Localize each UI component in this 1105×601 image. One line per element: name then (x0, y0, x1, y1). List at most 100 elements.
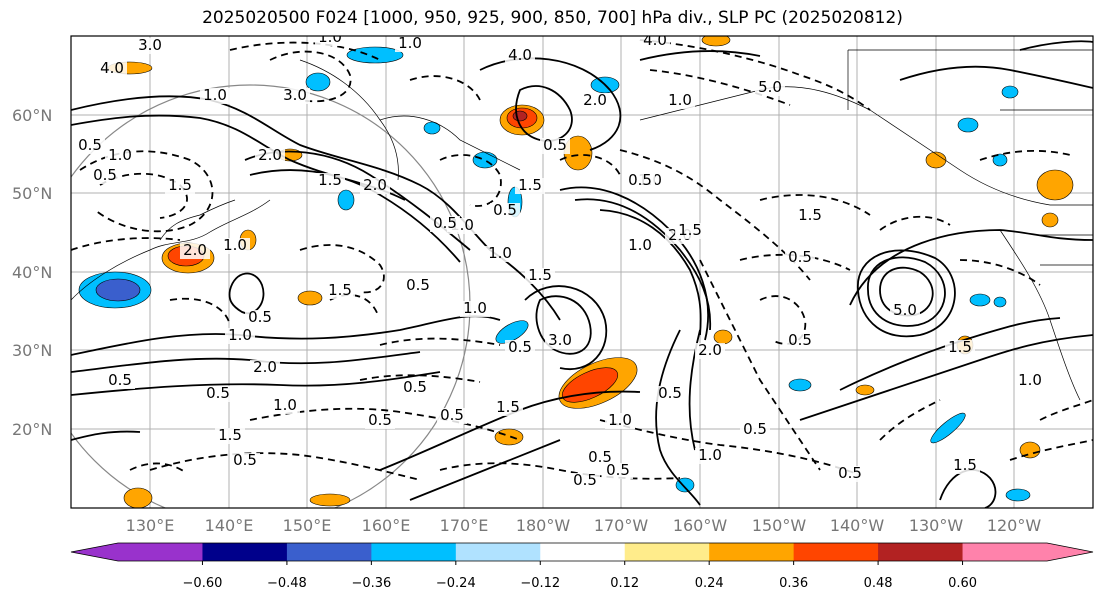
contour-label: 2.0 (258, 146, 282, 164)
contour-label: 4.0 (643, 31, 667, 49)
contour-label-bg (90, 168, 120, 184)
contour-label: 2.0 (583, 91, 607, 109)
divergence-blob (993, 296, 1007, 308)
contour-label: 1.0 (203, 86, 227, 104)
contour-label: 0.5 (93, 166, 117, 184)
divergence-blob (969, 293, 991, 307)
contour-label: 1.5 (496, 398, 520, 416)
contour-label: 0.5 (658, 384, 682, 402)
divergence-blob (855, 384, 875, 396)
contour-label: 2.0 (253, 358, 277, 376)
contour-label: 4.0 (508, 46, 532, 64)
contour-label-bg (315, 36, 345, 46)
contour-label: 1.0 (398, 34, 422, 52)
divergence-blob (297, 290, 323, 306)
contour-label-bg (603, 463, 633, 479)
contour-label: 1.5 (528, 266, 552, 284)
contour-label: 1.5 (168, 176, 192, 194)
contour-label-bg (325, 283, 355, 299)
colorbar-tick-label: −0.60 (183, 576, 223, 591)
lat-label: 50°N (12, 184, 52, 203)
divergence-blob (1019, 441, 1041, 459)
contour-label-bg (97, 61, 127, 77)
divergence-blob (305, 72, 331, 92)
divergence-blob (337, 189, 355, 211)
contour-label-bg (585, 450, 615, 466)
contour-label: 1.5 (518, 176, 542, 194)
dashed-contours (71, 39, 1093, 481)
divergence-blob (957, 117, 979, 133)
contour-label: 1.5 (953, 456, 977, 474)
contour-label: 1.0 (228, 326, 252, 344)
contour-label-bg (655, 386, 685, 402)
divergence-blob (788, 378, 812, 392)
contour-label-bg (625, 173, 655, 189)
colorbar-tick-label: 0.48 (864, 576, 893, 591)
contour-label-bg (540, 138, 570, 154)
contour-label: 5.0 (758, 78, 782, 96)
contour-label-bg (835, 466, 865, 482)
contour-label: 3.0 (283, 86, 307, 104)
lon-label: 180°W (516, 516, 571, 535)
divergence-blob (930, 412, 966, 444)
contour-label: 0.5 (838, 464, 862, 482)
lon-label: 140°W (830, 516, 885, 535)
contour-label: 1.0 (668, 91, 692, 109)
contour-label: 1.5 (218, 426, 242, 444)
contour-label-bg (360, 178, 390, 194)
lat-label: 20°N (12, 420, 52, 439)
divergence-blob (494, 428, 524, 446)
contour-label: 0.5 (743, 420, 767, 438)
map-title: 2025020500 F024 [1000, 950, 925, 900, 85… (202, 8, 903, 28)
lon-label: 150°W (752, 516, 807, 535)
divergence-blob (346, 46, 404, 64)
divergence-blob (95, 278, 141, 302)
contour-label-bg (105, 148, 135, 164)
map-frame (70, 35, 1094, 509)
contour-label: 3.0 (138, 36, 162, 54)
colorbar-tick-label: 0.60 (948, 576, 977, 591)
contour-label-bg (485, 246, 515, 262)
colorbar-swatch (793, 543, 879, 561)
contour-label: 5.0 (893, 301, 917, 319)
lon-label: 140°E (205, 516, 254, 535)
contour-label: 0.5 (433, 214, 457, 232)
contour-label: 0.5 (508, 338, 532, 356)
contour-label: 1.5 (948, 338, 972, 356)
lon-label: 120°W (987, 516, 1042, 535)
contour-label-bg (625, 238, 655, 254)
contour-label: 0.5 (588, 448, 612, 466)
colorbar-swatch (624, 543, 710, 561)
colorbar-extend-low (71, 543, 118, 561)
divergence-blob (992, 153, 1008, 167)
contour-labels: 3.04.01.04.01.01.03.04.05.02.00.51.02.01… (75, 28, 1045, 489)
divergence-blob (512, 110, 528, 122)
contour-label-bg (493, 400, 523, 416)
colorbar-swatch (455, 543, 541, 561)
divergence-blob (495, 320, 529, 344)
colorbar-swatch (286, 543, 372, 561)
contour-label: 1.0 (273, 396, 297, 414)
contour-label: 1.0 (108, 146, 132, 164)
contour-label-bg (215, 428, 245, 444)
contour-label-bg (525, 268, 555, 284)
contour-label-bg (950, 458, 980, 474)
longitude-labels: 130°E 140°E 150°E 160°E 170°E 180°W 170°… (126, 516, 1042, 535)
contour-label-bg (430, 216, 460, 232)
divergence-blob (1001, 85, 1019, 99)
contour-label: 2.0 (363, 176, 387, 194)
contour-label: 1.5 (798, 206, 822, 224)
contour-label: 3.0 (548, 331, 572, 349)
colorbar-tick-labels: −0.60 −0.48 −0.36 −0.24 −0.12 0.12 0.24 … (183, 576, 977, 591)
contour-label: 1.5 (318, 171, 342, 189)
contour-label: 1.0 (223, 236, 247, 254)
contour-label: 0.5 (606, 461, 630, 479)
colorbar (70, 542, 1094, 565)
lon-label: 170°E (440, 516, 489, 535)
contour-label-bg (890, 303, 920, 319)
contour-label-bg (105, 373, 135, 389)
contour-label-bg (437, 408, 467, 424)
contour-label-bg (675, 223, 705, 239)
contour-label: 1.0 (318, 28, 342, 46)
divergence-blob (701, 36, 731, 47)
